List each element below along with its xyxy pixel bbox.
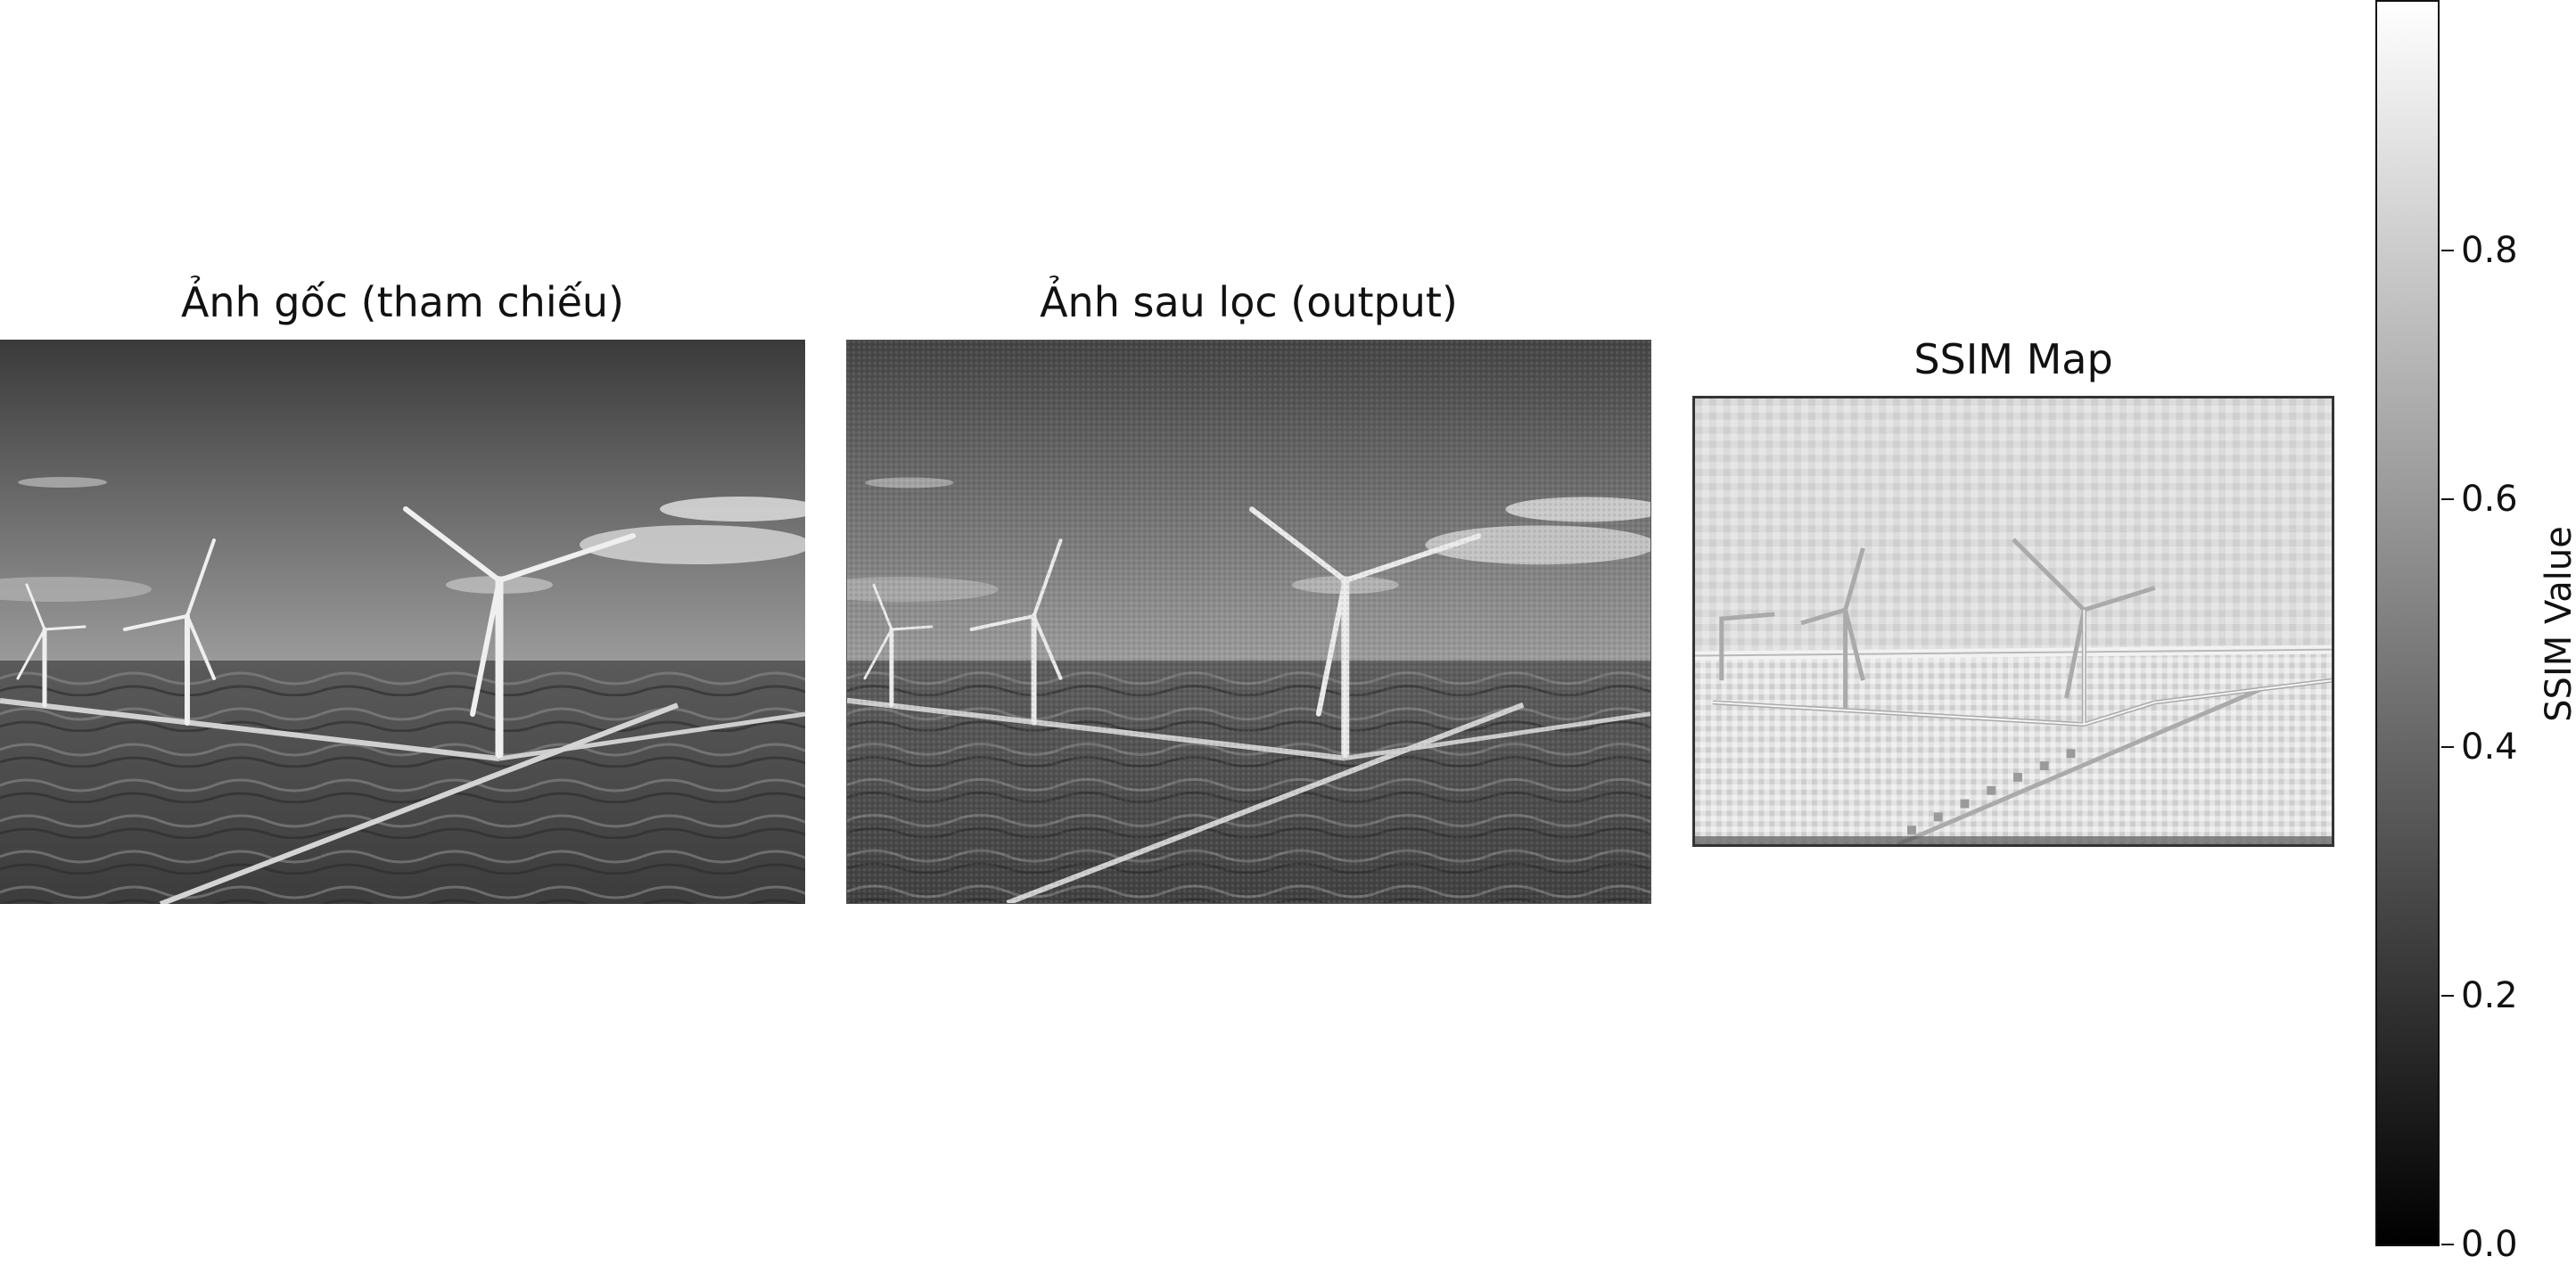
- colorbar-tick-label: 0.0: [2461, 1224, 2518, 1265]
- colorbar-tick: [2441, 746, 2454, 749]
- ssim-map-image: [1692, 396, 2334, 847]
- ssim-map-title: SSIM Map: [1913, 335, 2113, 383]
- original-image: [0, 340, 805, 904]
- colorbar-label: SSIM Value: [2539, 526, 2576, 722]
- filtered-image-title: Ảnh sau lọc (output): [1040, 278, 1458, 326]
- colorbar-tick: [2441, 995, 2454, 998]
- filtered-image: [846, 340, 1651, 904]
- colorbar-tick-label: 0.4: [2461, 727, 2518, 768]
- colorbar-tick: [2441, 249, 2454, 251]
- ssim-colorbar: [2375, 0, 2440, 1246]
- colorbar-tick: [2441, 497, 2454, 500]
- colorbar-tick-label: 0.2: [2461, 975, 2518, 1017]
- colorbar-tick-label: 0.6: [2461, 478, 2518, 520]
- colorbar-tick: [2441, 1244, 2454, 1245]
- colorbar-tick-label: 0.8: [2461, 229, 2518, 271]
- original-image-title: Ảnh gốc (tham chiếu): [180, 278, 625, 326]
